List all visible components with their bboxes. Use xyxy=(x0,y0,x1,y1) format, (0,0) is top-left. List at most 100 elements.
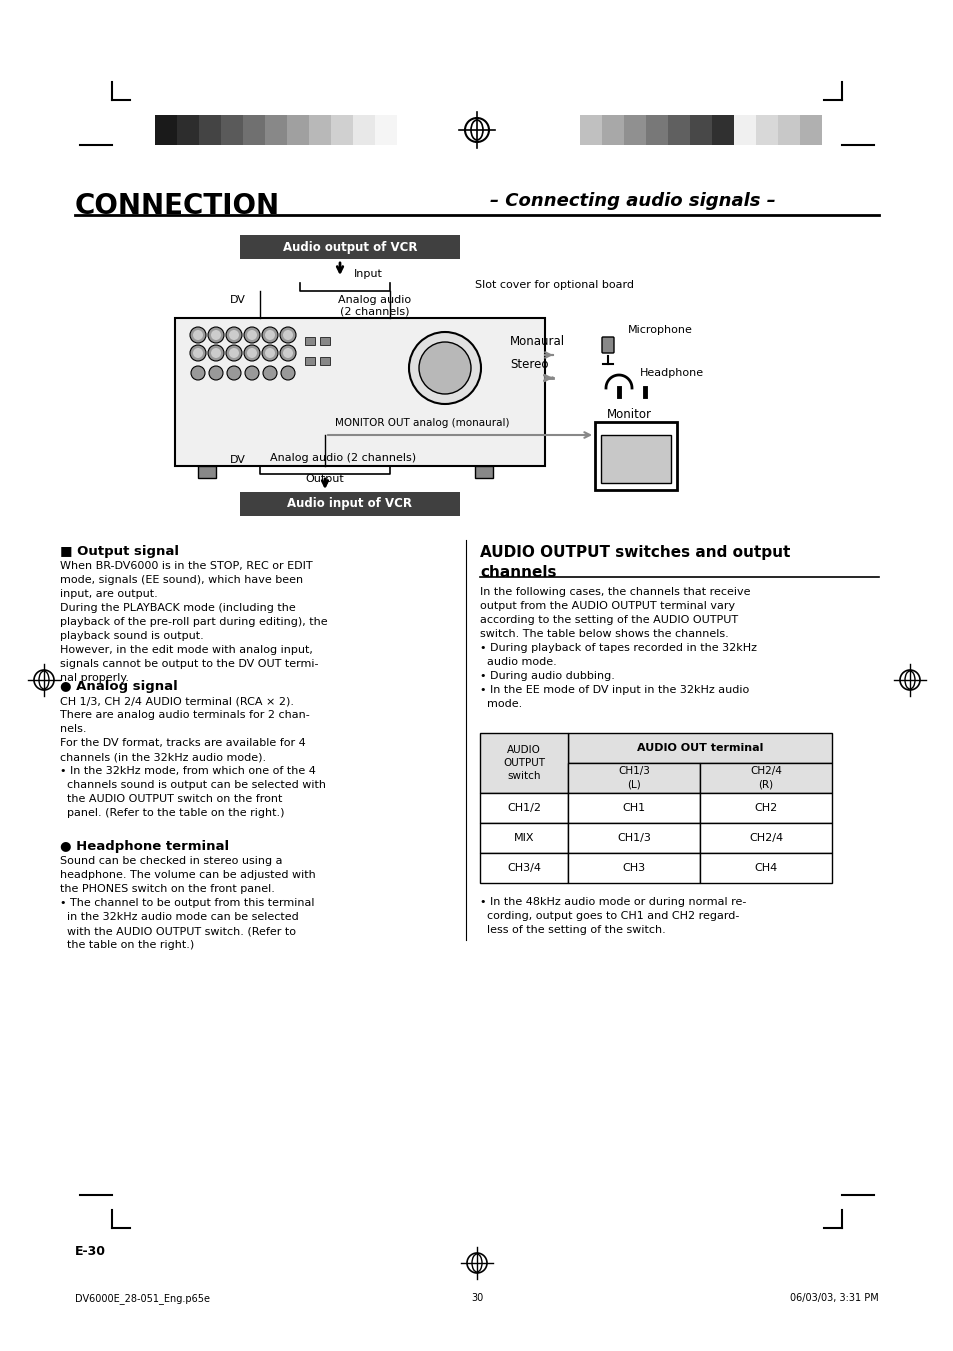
Circle shape xyxy=(280,327,295,343)
Text: DV: DV xyxy=(230,455,246,465)
Text: CH2/4: CH2/4 xyxy=(748,834,782,843)
Bar xyxy=(755,115,778,145)
Circle shape xyxy=(281,366,294,380)
Text: CH1: CH1 xyxy=(621,802,645,813)
Text: Analog audio: Analog audio xyxy=(338,295,411,305)
Bar xyxy=(177,115,199,145)
Text: Stereo: Stereo xyxy=(510,358,548,372)
Bar xyxy=(319,357,330,365)
Bar xyxy=(733,115,755,145)
Text: CH3: CH3 xyxy=(621,863,645,873)
Circle shape xyxy=(227,366,241,380)
Circle shape xyxy=(244,327,260,343)
Bar xyxy=(199,115,221,145)
Text: CH4: CH4 xyxy=(754,863,777,873)
Circle shape xyxy=(190,327,206,343)
Bar xyxy=(243,115,265,145)
Bar xyxy=(595,422,677,490)
Bar xyxy=(700,763,831,793)
Text: AUDIO
OUTPUT
switch: AUDIO OUTPUT switch xyxy=(502,744,544,781)
Text: ● Headphone terminal: ● Headphone terminal xyxy=(60,840,229,852)
Bar xyxy=(479,793,567,823)
Bar xyxy=(689,115,711,145)
Bar xyxy=(287,115,309,145)
Bar xyxy=(174,317,544,466)
Bar xyxy=(567,852,700,884)
Text: ■ Output signal: ■ Output signal xyxy=(60,544,179,558)
Text: MONITOR OUT analog (monaural): MONITOR OUT analog (monaural) xyxy=(335,417,509,428)
Bar xyxy=(645,115,667,145)
Text: DV6000E_28-051_Eng.p65e: DV6000E_28-051_Eng.p65e xyxy=(75,1293,210,1304)
Text: CH3/4: CH3/4 xyxy=(506,863,540,873)
Circle shape xyxy=(409,332,480,404)
Bar xyxy=(375,115,396,145)
FancyBboxPatch shape xyxy=(601,336,614,353)
Text: ● Analog signal: ● Analog signal xyxy=(60,680,177,693)
Text: E-30: E-30 xyxy=(75,1246,106,1258)
Text: 30: 30 xyxy=(471,1293,482,1302)
Text: Audio output of VCR: Audio output of VCR xyxy=(282,240,416,254)
Circle shape xyxy=(262,345,277,361)
Text: Monaural: Monaural xyxy=(510,335,564,349)
Circle shape xyxy=(190,345,206,361)
Circle shape xyxy=(244,345,260,361)
Circle shape xyxy=(283,330,293,340)
Text: MIX: MIX xyxy=(514,834,534,843)
Bar xyxy=(778,115,800,145)
Text: (2 channels): (2 channels) xyxy=(340,307,410,317)
Bar xyxy=(319,336,330,345)
Bar xyxy=(265,115,287,145)
Circle shape xyxy=(193,330,203,340)
Text: When BR-DV6000 is in the STOP, REC or EDIT
mode, signals (EE sound), which have : When BR-DV6000 is in the STOP, REC or ED… xyxy=(60,561,327,684)
Bar xyxy=(305,336,314,345)
Text: Headphone: Headphone xyxy=(639,367,703,378)
Text: Slot cover for optional board: Slot cover for optional board xyxy=(475,280,634,290)
Circle shape xyxy=(226,345,242,361)
Circle shape xyxy=(191,366,205,380)
Text: In the following cases, the channels that receive
output from the AUDIO OUTPUT t: In the following cases, the channels tha… xyxy=(479,586,757,709)
Bar xyxy=(601,115,623,145)
Circle shape xyxy=(208,345,224,361)
Bar xyxy=(479,734,567,793)
Text: Microphone: Microphone xyxy=(627,326,692,335)
Bar xyxy=(800,115,821,145)
Circle shape xyxy=(211,330,221,340)
Bar xyxy=(475,466,493,478)
Bar xyxy=(240,492,459,516)
Bar xyxy=(305,357,314,365)
Circle shape xyxy=(263,366,276,380)
Bar xyxy=(309,115,331,145)
Circle shape xyxy=(247,330,256,340)
Circle shape xyxy=(208,327,224,343)
Bar xyxy=(700,793,831,823)
Circle shape xyxy=(283,349,293,358)
Bar xyxy=(623,115,645,145)
Text: AUDIO OUTPUT switches and output
channels: AUDIO OUTPUT switches and output channel… xyxy=(479,544,789,580)
Bar xyxy=(353,115,375,145)
Circle shape xyxy=(245,366,258,380)
Text: Analog audio (2 channels): Analog audio (2 channels) xyxy=(270,453,416,463)
Circle shape xyxy=(262,327,277,343)
Bar xyxy=(700,852,831,884)
Text: 06/03/03, 3:31 PM: 06/03/03, 3:31 PM xyxy=(789,1293,878,1302)
Bar xyxy=(711,115,733,145)
Bar xyxy=(600,435,670,484)
Bar xyxy=(567,823,700,852)
Text: Monitor: Monitor xyxy=(606,408,651,422)
Bar xyxy=(240,235,459,259)
Circle shape xyxy=(265,349,274,358)
Circle shape xyxy=(229,349,239,358)
Bar xyxy=(700,823,831,852)
Text: Output: Output xyxy=(305,474,344,484)
Circle shape xyxy=(280,345,295,361)
Circle shape xyxy=(418,342,471,394)
Text: CONNECTION: CONNECTION xyxy=(75,192,280,220)
Text: Sound can be checked in stereo using a
headphone. The volume can be adjusted wit: Sound can be checked in stereo using a h… xyxy=(60,857,315,950)
Circle shape xyxy=(265,330,274,340)
Circle shape xyxy=(193,349,203,358)
Bar xyxy=(154,115,177,145)
Text: Input: Input xyxy=(354,269,382,280)
Text: CH1/2: CH1/2 xyxy=(506,802,540,813)
Bar xyxy=(579,115,601,145)
Text: CH1/3
(L): CH1/3 (L) xyxy=(618,766,649,789)
